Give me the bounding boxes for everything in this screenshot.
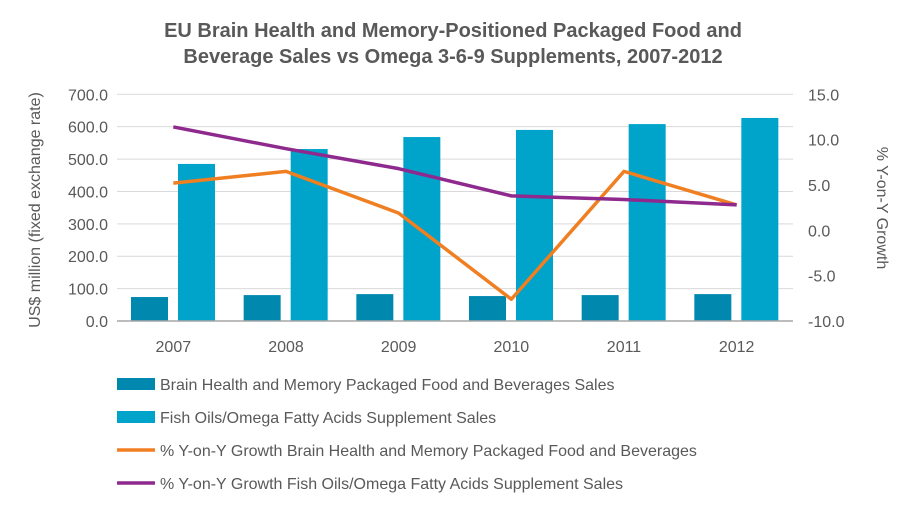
bar-brain-health-2010 [469,296,506,321]
x-tick-label: 2010 [494,339,530,356]
y-tick-label: 200.0 [68,249,108,266]
y2-axis-label: % Y-on-Y Growth [873,147,890,269]
legend-swatch [117,411,155,423]
y-tick-label: 700.0 [68,87,108,104]
bar-brain-health-2008 [243,295,281,321]
bar-fish-oils-2008 [290,149,328,321]
y2-tick-label: 10.0 [808,133,839,150]
line-brain-health-growth [173,169,738,301]
chart-title-line-1: EU Brain Health and Memory-Positioned Pa… [164,20,742,42]
bar-fish-oils-2007 [178,163,215,321]
bar-brain-health-2011 [581,295,619,321]
x-tick-label: 2009 [381,339,417,356]
y2-tick-label: 0.0 [808,223,830,240]
y2-tick-label: 15.0 [808,87,839,104]
bar-fish-oils-2011 [628,124,666,322]
y-tick-label: 100.0 [68,282,108,299]
legend-label: % Y-on-Y Growth Fish Oils/Omega Fatty Ac… [160,476,623,493]
chart-title-line-2: Beverage Sales vs Omega 3-6-9 Supplement… [183,46,722,68]
y2-tick-label: -5.0 [808,269,836,286]
y-tick-label: 500.0 [68,152,108,169]
y-tick-label: 400.0 [68,184,108,201]
y-tick-label: 300.0 [68,217,108,234]
bar-fish-oils-2010 [516,129,553,321]
x-tick-label: 2007 [156,339,192,356]
legend-label: % Y-on-Y Growth Brain Health and Memory … [160,443,697,460]
y-axis-label: US$ million (fixed exchange rate) [27,92,44,328]
x-tick-label: 2012 [719,339,755,356]
legend-label: Fish Oils/Omega Fatty Acids Supplement S… [160,410,496,427]
y2-tick-label: 5.0 [808,178,830,195]
x-tick-label: 2008 [268,339,304,356]
bar-brain-health-2009 [356,294,394,321]
y-tick-label: 0.0 [86,314,108,331]
y2-tick-label: -10.0 [808,314,845,331]
bar-brain-health-2012 [694,294,732,321]
y-tick-label: 600.0 [68,120,108,137]
legend-swatch [117,378,155,390]
legend-label: Brain Health and Memory Packaged Food an… [160,377,614,394]
bar-fish-oils-2012 [741,117,779,321]
bar-brain-health-2007 [131,297,168,321]
x-tick-label: 2011 [607,339,642,356]
line-fish-oils-growth [173,125,737,207]
